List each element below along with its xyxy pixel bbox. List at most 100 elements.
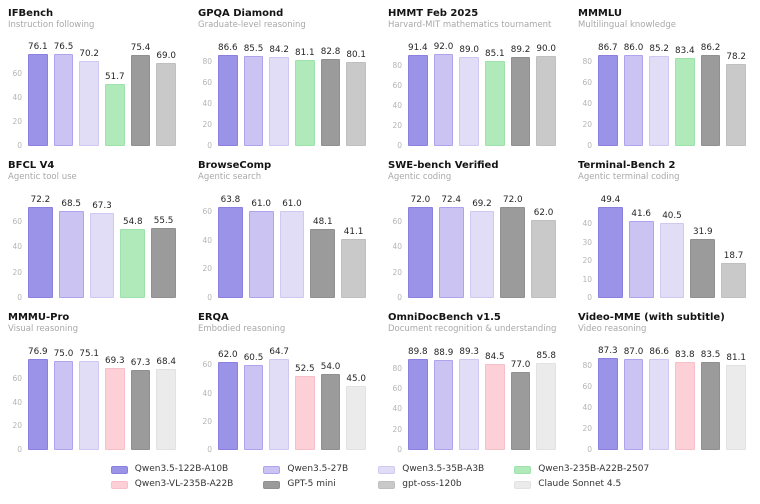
bar-slot: 89.3	[459, 347, 480, 450]
y-tick-label: 60	[582, 77, 592, 87]
bar-value-label: 55.5	[153, 215, 174, 226]
bar-gpt-5-mini	[510, 57, 531, 146]
y-tick-label: 0	[397, 141, 402, 150]
y-tick-label: 80	[582, 56, 592, 66]
y-tick-label: 40	[392, 404, 402, 414]
bar-value-label: 41.1	[343, 227, 364, 238]
bar-slot: 80.1	[346, 50, 367, 146]
bar-slot: 76.9	[28, 347, 48, 450]
y-tick-label: 40	[202, 98, 212, 108]
bar-qwen3-235b-a22b-2507	[120, 228, 146, 298]
bar-gpt-5-mini	[151, 227, 176, 298]
bar-value-label: 67.3	[92, 201, 112, 211]
y-tick-label: 60	[12, 68, 22, 78]
bar-qwen3-5-122b-a10b	[218, 54, 238, 146]
bar-qwen3-5-35b-a3b	[79, 361, 100, 450]
bar-value-label: 72.2	[30, 194, 51, 205]
bar-slot: 67.3	[130, 354, 151, 450]
bar-value-label: 72.4	[441, 194, 461, 205]
y-tick-label: 80	[392, 61, 402, 71]
bar-value-label: 89.3	[459, 347, 479, 358]
bar-value-label: 51.7	[105, 71, 125, 82]
bar-value-label: 90.0	[536, 44, 556, 55]
bar-slot: 85.8	[536, 351, 557, 450]
bar-qwen3-5-27b	[243, 364, 264, 450]
bar-gpt-5-mini	[500, 207, 526, 298]
bar-slot: 86.7	[598, 43, 618, 146]
legend-label: Qwen3.5-27B	[287, 464, 349, 474]
plot-area: 0 20 40 60 80 91.4 92.0 89.0 85.1 89.2 90.0	[392, 42, 558, 150]
plot-area: 0 20 40 60 76.9 75.0 75.1 69.3 67.3 68.4	[12, 347, 178, 454]
bar-slot: 89.0	[459, 45, 480, 146]
bar-value-label: 89.2	[510, 45, 531, 56]
bar-slot: 55.5	[151, 202, 176, 298]
legend-item-qwen3-5-27b: Qwen3.5-27B	[263, 464, 348, 475]
bar-qwen3-5-35b-a3b	[79, 61, 100, 146]
bar-qwen3-5-122b-a10b	[28, 54, 48, 146]
bar-value-label: 83.8	[675, 350, 695, 361]
bar-value-label: 69.0	[156, 50, 176, 61]
bar-slot: 61.0	[279, 199, 305, 298]
bar-slot: 61.0	[248, 199, 274, 298]
y-tick-label: 30	[582, 237, 592, 247]
bar-slot: 90.0	[536, 44, 557, 146]
bar-qwen3-5-27b	[433, 54, 454, 146]
bar-value-label: 89.0	[459, 45, 479, 56]
chart-erqa: ERQA Embodied reasoning 0 20 40 60 62.0 60.5 64.…	[190, 306, 380, 458]
legend-item-gpt-5-mini: GPT-5 mini	[263, 479, 348, 490]
chart-title: Terminal-Bench 2	[578, 160, 676, 171]
bar-slot: 85.2	[649, 44, 670, 146]
bar-qwen3-5-122b-a10b	[408, 207, 433, 298]
legend-swatch-icon	[514, 465, 532, 474]
y-tick-label: 40	[202, 235, 212, 245]
bar-value-label: 72.0	[502, 195, 523, 206]
y-tick-label: 20	[582, 119, 592, 129]
bar-value-label: 48.1	[312, 217, 333, 228]
y-tick-label: 40	[582, 219, 592, 229]
bar-gpt-5-mini	[320, 58, 341, 146]
y-tick-label: 60	[202, 207, 212, 217]
bar-qwen3-vl-235b-a22b	[105, 367, 125, 450]
bar-value-label: 85.1	[485, 49, 505, 60]
y-tick-label: 60	[582, 382, 592, 392]
y-tick-label: 10	[582, 274, 592, 284]
y-tick-label: 0	[17, 141, 22, 150]
chart-title: HMMT Feb 2025	[388, 8, 479, 19]
bar-slot: 63.8	[218, 195, 243, 298]
bar-slot: 69.2	[469, 199, 495, 298]
bar-value-label: 72.0	[410, 195, 431, 206]
bar-qwen3-5-35b-a3b	[459, 57, 480, 146]
bar-qwen3-235b-a22b-2507	[485, 61, 505, 146]
bar-value-label: 41.6	[631, 209, 651, 220]
bar-value-label: 87.3	[598, 346, 618, 357]
plot-area: 0 20 40 60 72.2 68.5 67.3 54.8 55.5	[12, 195, 178, 302]
chart-subtitle: Agentic search	[198, 172, 262, 182]
bar-slot: 72.4	[438, 195, 464, 298]
chart-title: IFBench	[8, 8, 54, 19]
bar-slot: 91.4	[408, 43, 428, 146]
bar-value-label: 60.5	[243, 352, 264, 363]
bar-value-label: 67.3	[130, 358, 151, 369]
bar-value-label: 86.7	[598, 42, 618, 53]
bar-value-label: 83.4	[675, 46, 695, 57]
bar-slot: 62.0	[218, 350, 238, 450]
y-tick-label: 60	[202, 360, 212, 370]
y-tick-label: 20	[582, 256, 592, 266]
bar-qwen3-vl-235b-a22b	[675, 362, 695, 450]
bar-value-label: 45.0	[346, 374, 366, 385]
legend-label: Qwen3.5-35B-A3B	[402, 464, 485, 474]
bar-qwen3-5-35b-a3b	[659, 223, 685, 298]
bar-slot: 45.0	[346, 354, 367, 450]
y-tick-label: 60	[392, 81, 402, 91]
bar-qwen3-5-35b-a3b	[269, 57, 290, 146]
bar-claude-sonnet-4-5	[346, 386, 367, 450]
y-tick-label: 60	[12, 217, 22, 227]
chart-subtitle: Agentic tool use	[8, 172, 77, 182]
legend-label: Qwen3-235B-A22B-2507	[538, 464, 650, 474]
chart-subtitle: Document recognition & understanding	[388, 324, 557, 334]
chart-title: SWE-bench Verified	[388, 160, 499, 171]
legend-label: GPT-5 mini	[287, 479, 336, 489]
bar-qwen3-235b-a22b-2507	[675, 58, 695, 146]
bar-value-label: 75.4	[130, 42, 151, 53]
bar-qwen3-5-122b-a10b	[28, 358, 48, 450]
